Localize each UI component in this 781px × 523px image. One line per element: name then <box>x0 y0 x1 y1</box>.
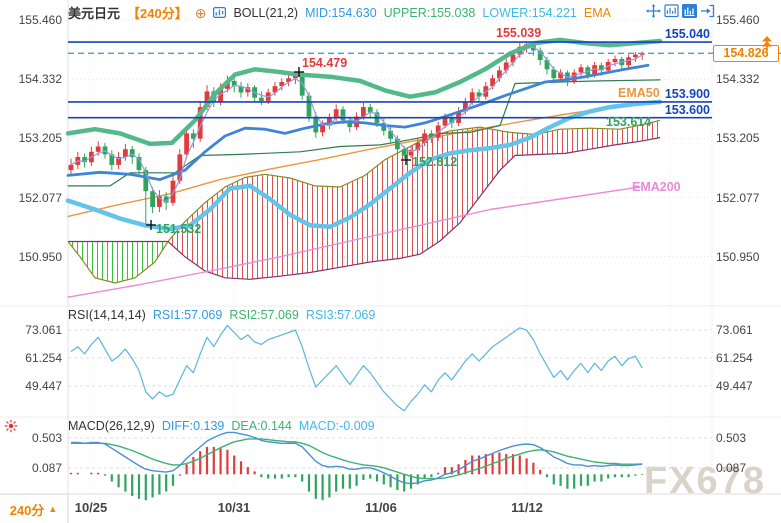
interval-button-label: 240分 <box>9 502 45 518</box>
swing-low-annotation: 151.532 <box>156 222 202 236</box>
macd-value: MACD:-0.009 <box>298 419 375 433</box>
swing-high-annotation: 155.039 <box>496 26 542 40</box>
watermark: FX678 <box>644 460 766 502</box>
main-chart-header: 美元日元 【240分】 ⊕ BOLL(21,2) MID:154.630 UPP… <box>68 3 611 22</box>
support-level-label-2: 153.600 <box>664 103 710 117</box>
price-axis-label-right: 153.205 <box>716 131 760 145</box>
candlestick-mini-icon <box>213 6 227 19</box>
macd-diff-value: DIFF:0.139 <box>161 419 225 433</box>
rsi3-value: RSI3:57.069 <box>305 308 376 322</box>
swing-high-annotation: 154.479 <box>302 56 348 70</box>
ema50-line-label: EMA50 <box>618 86 660 100</box>
boll-lower-value: LOWER:154.221 <box>482 5 577 20</box>
rsi1-value: RSI1:57.069 <box>152 308 223 322</box>
swing-low-annotation: 152.812 <box>412 155 458 169</box>
pan-crosshair-icon[interactable] <box>645 3 661 18</box>
cloud-value-annotation: 153.614 <box>606 115 652 129</box>
ema200-line-label: EMA200 <box>632 180 681 194</box>
current-price-badge: 154.826 <box>713 45 779 62</box>
triangle-up-icon: ▲ <box>48 504 58 514</box>
rsi-axis-label-right: 49.447 <box>716 379 753 393</box>
price-axis-label-right: 155.460 <box>716 13 760 27</box>
rsi-axis-label-left: 61.254 <box>25 351 62 365</box>
boll-upper-value: UPPER:155.038 <box>383 5 476 20</box>
boll-indicator-label[interactable]: BOLL(21,2) <box>233 5 299 20</box>
interval-label: 【240分】 <box>127 6 188 21</box>
price-axis-label-left: 154.332 <box>18 72 62 86</box>
x-axis-date: 10/25 <box>74 500 108 515</box>
rsi-axis-label-right: 73.061 <box>716 323 753 337</box>
rsi-axis-label-left: 49.447 <box>25 379 62 393</box>
bar-chart-active-icon[interactable] <box>681 3 697 18</box>
price-axis-label-left: 152.077 <box>18 191 62 205</box>
price-axis-label-left: 150.950 <box>18 250 62 264</box>
rsi-axis-label-left: 73.061 <box>25 323 62 337</box>
boll-mid-value: MID:154.630 <box>305 5 377 20</box>
x-axis-date: 11/06 <box>365 500 397 515</box>
rsi-axis-label-right: 61.254 <box>716 351 753 365</box>
price-axis-label-right: 154.332 <box>716 72 760 86</box>
macd-axis-label-right: 0.503 <box>716 431 747 445</box>
rsi-panel-header: RSI(14,14,14) RSI1:57.069 RSI2:57.069 RS… <box>68 308 375 322</box>
x-axis-date: 11/12 <box>511 500 543 515</box>
price-axis-label-left: 153.205 <box>18 131 62 145</box>
macd-dea-value: DEA:0.144 <box>231 419 292 433</box>
rsi-indicator-label[interactable]: RSI(14,14,14) <box>68 308 146 322</box>
latest-price-arrow-icon[interactable] <box>761 36 773 57</box>
zoom-chart-icon[interactable] <box>663 3 679 18</box>
x-axis-date: 10/31 <box>217 500 251 515</box>
resistance-level-label: 155.040 <box>664 27 710 41</box>
macd-axis-label-left: 0.503 <box>31 431 62 445</box>
price-axis-label-right: 150.950 <box>716 250 760 264</box>
symbol-title: 美元日元 <box>68 6 121 21</box>
exit-chart-icon[interactable] <box>699 3 715 18</box>
chart-toolbar <box>645 3 715 18</box>
macd-panel-header: MACD(26,12,9) DIFF:0.139 DEA:0.144 MACD:… <box>68 419 375 433</box>
price-axis-label-left: 155.460 <box>18 13 62 27</box>
live-indicator-icon <box>4 419 18 438</box>
macd-axis-label-right: 0.087 <box>716 461 747 475</box>
price-axis-label-right: 152.077 <box>716 191 760 205</box>
support-level-label-1: 153.900 <box>664 87 710 101</box>
rsi2-value: RSI2:57.069 <box>229 308 299 322</box>
macd-indicator-label[interactable]: MACD(26,12,9) <box>68 419 155 433</box>
interval-selector-button[interactable]: 240分 ▲ <box>0 494 68 523</box>
add-indicator-icon[interactable]: ⊕ <box>194 4 207 21</box>
macd-axis-label-left: 0.087 <box>31 461 62 475</box>
ema-indicator-label[interactable]: EMA <box>583 5 611 20</box>
